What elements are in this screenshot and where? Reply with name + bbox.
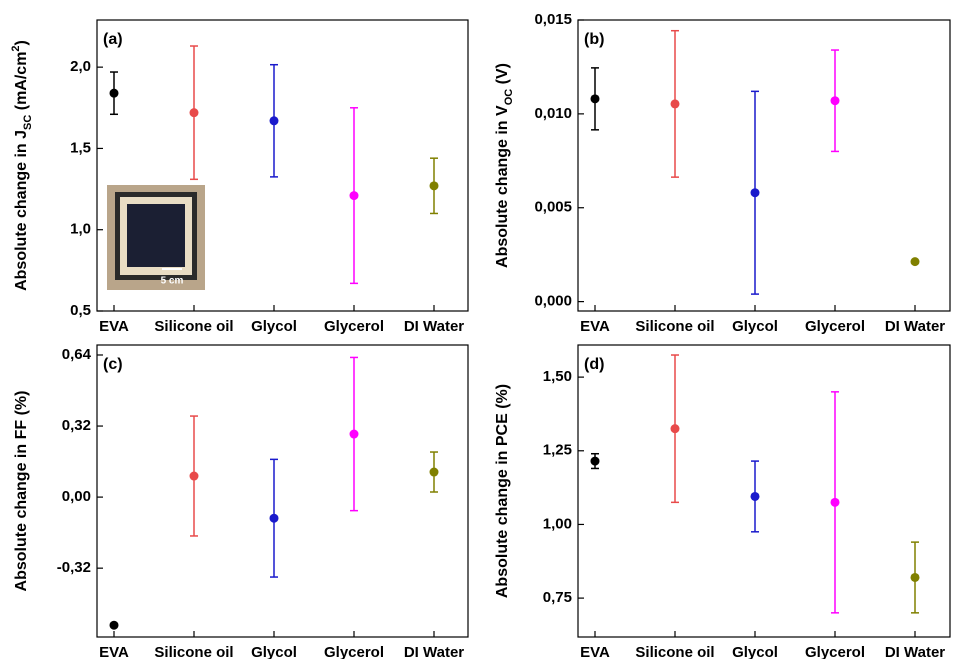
point xyxy=(109,88,119,98)
panel-label: (c) xyxy=(103,356,123,373)
y-axis-label-part: Absolute change in FF (%) xyxy=(13,391,30,592)
y-axis-label-part: SC xyxy=(22,115,34,130)
x-tick-label: DI Water xyxy=(885,644,945,659)
x-tick-label: DI Water xyxy=(404,644,464,659)
panel-label: (b) xyxy=(584,31,604,48)
y-axis-label: Absolute change in VOC (V) xyxy=(494,63,515,268)
y-tick-label: 1,5 xyxy=(70,139,91,156)
y-tick-label: 0,00 xyxy=(62,488,91,505)
y-tick-label: 0,32 xyxy=(62,417,91,434)
point xyxy=(670,424,680,434)
x-tick-label: Glycol xyxy=(732,318,778,335)
y-tick-label: -0,32 xyxy=(57,559,91,576)
y-tick-label: 1,0 xyxy=(70,221,91,238)
x-tick-label: EVA xyxy=(99,644,129,659)
y-axis-label-part: OC xyxy=(503,89,515,106)
y-tick-label: 0,5 xyxy=(70,302,91,319)
point xyxy=(670,99,680,109)
x-tick-label: EVA xyxy=(580,318,610,335)
y-axis-label-part: Absolute change in PCE (%) xyxy=(494,384,511,598)
x-tick-label: DI Water xyxy=(885,318,945,335)
point xyxy=(590,94,600,104)
inset-photo: 5 cm xyxy=(107,185,205,290)
y-tick-label: 0,000 xyxy=(534,293,572,310)
panel-label: (a) xyxy=(103,31,123,48)
y-axis-label: Absolute change in JSC (mA/cm2) xyxy=(10,40,34,291)
inset-scale-label: 5 cm xyxy=(161,276,184,287)
point xyxy=(189,471,199,481)
point xyxy=(269,116,279,126)
x-tick-label: Glycol xyxy=(732,644,778,659)
point xyxy=(349,429,359,439)
y-tick-label: 0,010 xyxy=(534,105,572,122)
x-tick-label: Silicone oil xyxy=(635,318,714,335)
point xyxy=(429,181,439,191)
y-axis-label: Absolute change in FF (%) xyxy=(13,391,30,592)
y-axis-label-part: Absolute change in V xyxy=(494,105,511,268)
plot-frame xyxy=(577,19,951,312)
y-axis-label-part: 2 xyxy=(10,45,22,51)
y-tick-label: 2,0 xyxy=(70,58,91,75)
y-axis-label-part: (V) xyxy=(494,63,511,89)
x-tick-label: Glycerol xyxy=(805,644,865,659)
x-tick-label: EVA xyxy=(580,644,610,659)
y-tick-label: 0,64 xyxy=(62,346,92,363)
point xyxy=(349,191,359,201)
y-tick-label: 0,005 xyxy=(534,199,572,216)
y-tick-label: 0,75 xyxy=(543,589,572,606)
inset-cell xyxy=(127,204,185,267)
point xyxy=(830,96,840,106)
point xyxy=(590,456,600,466)
x-tick-label: DI Water xyxy=(404,318,464,335)
y-axis-label: Absolute change in PCE (%) xyxy=(494,384,511,598)
plot-frame xyxy=(577,344,951,638)
y-axis-label-part: Absolute change in J xyxy=(13,130,30,291)
x-tick-label: Glycol xyxy=(251,644,297,659)
point xyxy=(910,572,920,582)
point xyxy=(189,108,199,118)
point xyxy=(750,491,760,501)
y-tick-label: 1,50 xyxy=(543,368,572,385)
point xyxy=(109,620,119,630)
x-tick-label: EVA xyxy=(99,318,129,335)
point xyxy=(429,467,439,477)
point xyxy=(830,497,840,507)
point xyxy=(750,188,760,198)
x-tick-label: Glycerol xyxy=(324,644,384,659)
y-tick-label: 0,015 xyxy=(534,11,572,28)
x-tick-label: Glycol xyxy=(251,318,297,335)
y-tick-label: 1,00 xyxy=(543,515,572,532)
plot-frame xyxy=(96,19,469,312)
panel-label: (d) xyxy=(584,356,604,373)
plot-frame xyxy=(96,344,469,638)
point xyxy=(269,513,279,523)
x-tick-label: Glycerol xyxy=(805,318,865,335)
x-tick-label: Silicone oil xyxy=(154,644,233,659)
x-tick-label: Silicone oil xyxy=(154,318,233,335)
y-axis-label-part: (mA/cm xyxy=(13,52,30,115)
x-tick-label: Glycerol xyxy=(324,318,384,335)
point xyxy=(910,257,920,267)
y-tick-label: 1,25 xyxy=(543,442,572,459)
y-axis-label-part: ) xyxy=(13,40,30,45)
x-tick-label: Silicone oil xyxy=(635,644,714,659)
